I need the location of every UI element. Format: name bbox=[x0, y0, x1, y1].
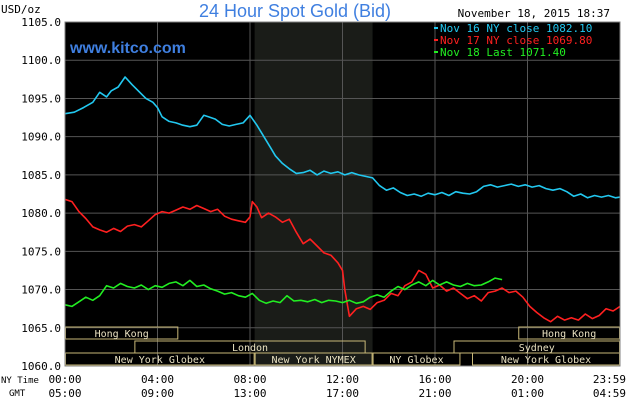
session-label: London bbox=[232, 343, 268, 354]
x-tick-label-gmt: 05:00 bbox=[48, 387, 81, 400]
y-tick-label: 1105.0 bbox=[21, 16, 61, 29]
series-line bbox=[64, 76, 621, 199]
legend: Nov 16 NY close 1082.10 Nov 17 NY close … bbox=[434, 22, 592, 59]
session-label: New York Globex bbox=[115, 355, 205, 366]
session-label: New York Globex bbox=[501, 355, 591, 366]
legend-entry-nov18: Nov 18 Last 1071.40 bbox=[440, 46, 566, 59]
y-tick-label: 1095.0 bbox=[21, 92, 61, 105]
y-tick-label: 1075.0 bbox=[21, 245, 61, 258]
plot-border bbox=[64, 21, 621, 367]
x-tick-label-gmt: 13:00 bbox=[233, 387, 266, 400]
timestamp: November 18, 2015 18:37 bbox=[458, 7, 610, 20]
session-box-frame bbox=[372, 352, 461, 366]
session-label: NY Globex bbox=[389, 355, 443, 366]
x-tick-label-gmt: 01:00 bbox=[511, 387, 544, 400]
y-tick-label: 1085.0 bbox=[21, 169, 61, 182]
y-tick-label: 1090.0 bbox=[21, 131, 61, 144]
chart-title: 24 Hour Spot Gold (Bid) bbox=[199, 1, 391, 21]
x-tick-label-ny: 00:00 bbox=[48, 373, 81, 386]
x-tick-label-ny: 08:00 bbox=[233, 373, 266, 386]
x-tick-label-ny: 20:00 bbox=[511, 373, 544, 386]
session-label: Hong Kong bbox=[95, 329, 149, 340]
x-tick-label-ny: 23:59 bbox=[593, 373, 626, 386]
session-label: New York NYMEX bbox=[271, 355, 355, 366]
session-box-frame bbox=[254, 352, 373, 366]
session-box: New York NYMEX bbox=[254, 352, 373, 366]
y-axis: 1105.0 1100.0 1095.0 1090.0 1085.0 1080.0 1075… bbox=[21, 16, 61, 373]
y-tick-label: 1060.0 bbox=[21, 360, 61, 373]
y-tick-label: 1080.0 bbox=[21, 207, 61, 220]
session-label: Sydney bbox=[519, 343, 555, 354]
series-line bbox=[64, 277, 503, 308]
y-tick-label: 1100.0 bbox=[21, 54, 61, 67]
series-line bbox=[64, 198, 621, 323]
y-tick-label: 1070.0 bbox=[21, 284, 61, 297]
nymex-session-shade bbox=[254, 22, 373, 366]
x-row1-label: NY Time bbox=[1, 376, 39, 386]
x-tick-label-ny: 16:00 bbox=[418, 373, 451, 386]
x-tick-label-gmt: 21:00 bbox=[418, 387, 451, 400]
x-tick-label-gmt: 09:00 bbox=[141, 387, 174, 400]
session-label: Hong Kong bbox=[542, 329, 596, 340]
x-tick-label-gmt: 17:00 bbox=[326, 387, 359, 400]
y-tick-label: 1065.0 bbox=[21, 322, 61, 335]
x-tick-label-ny: 12:00 bbox=[326, 373, 359, 386]
x-row2-label: GMT bbox=[9, 389, 26, 399]
x-tick-label-ny: 04:00 bbox=[141, 373, 174, 386]
session-box: NY Globex bbox=[372, 352, 461, 366]
watermark: www.kitco.com bbox=[69, 40, 186, 57]
x-tick-label-gmt: 04:59 bbox=[593, 387, 626, 400]
unit-label: USD/oz bbox=[1, 3, 41, 16]
price-series bbox=[64, 76, 621, 323]
legend-entry-nov17: Nov 17 NY close 1069.80 bbox=[440, 34, 592, 47]
legend-entry-nov16: Nov 16 NY close 1082.10 bbox=[440, 22, 592, 35]
